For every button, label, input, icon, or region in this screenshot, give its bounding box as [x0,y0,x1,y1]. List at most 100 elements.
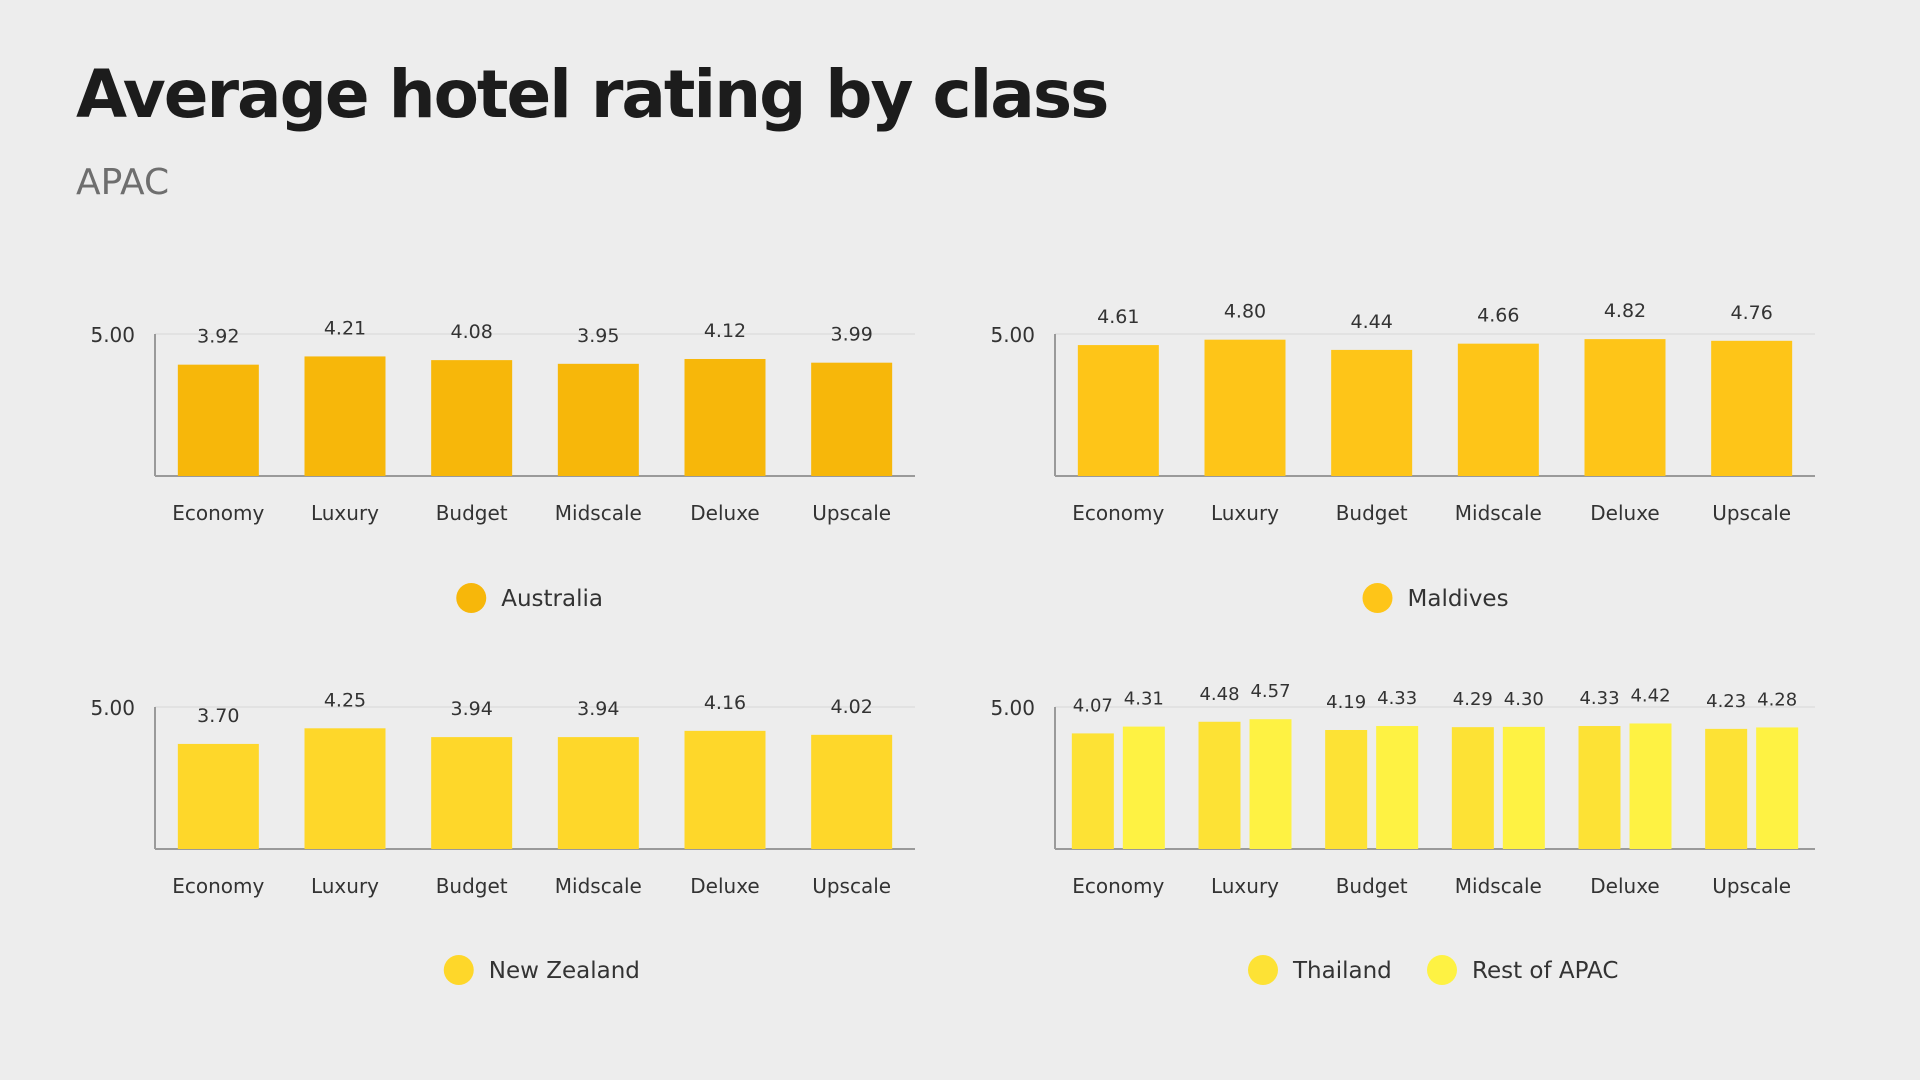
data-label: 4.25 [324,689,366,711]
x-tick-label: Deluxe [690,874,759,898]
data-label: 4.82 [1604,300,1646,322]
bar [1629,723,1672,849]
legend-swatch [443,955,474,985]
chart-3: 5.00 3.70 Economy 4.25 Luxury 3.94 Budget 3.94 M… [90,689,915,985]
x-tick-label: Economy [172,874,264,898]
x-tick-label: Upscale [1712,874,1791,898]
x-tick-label: Deluxe [1590,874,1659,898]
data-label: 4.76 [1731,302,1773,324]
legend: Maldives [1362,583,1509,613]
legend-label: Maldives [1408,586,1509,612]
chart-2: 5.00 4.61 Economy 4.80 Luxury 4.44 Budget 4.66 M… [990,300,1815,613]
chart-1: 5.00 3.92 Economy 4.21 Luxury 4.08 Budget 3.95 M… [90,317,915,613]
bar [1198,721,1241,849]
bar [431,360,513,476]
bar [431,737,513,849]
bar [1077,345,1159,476]
bar [1331,349,1413,476]
bar [1584,339,1666,476]
bar [1325,730,1368,849]
data-label: 3.94 [451,698,493,720]
legend: New Zealand [443,955,640,985]
legend-swatch [1427,955,1457,985]
bar [1204,339,1286,476]
bar [304,356,386,476]
x-tick-label: Budget [1336,874,1408,898]
x-tick-label: Luxury [1211,501,1279,525]
y-tick-label: 5.00 [990,323,1035,347]
bar [1249,719,1292,849]
data-label: 4.57 [1250,681,1290,702]
data-label: 4.28 [1757,689,1797,710]
x-tick-label: Upscale [1712,501,1791,525]
legend-swatch [1362,583,1393,613]
data-label: 3.94 [577,698,619,720]
x-tick-label: Deluxe [1590,501,1659,525]
legend-swatch [1248,955,1278,985]
bar [811,734,893,849]
bar [1457,343,1539,476]
y-tick-label: 5.00 [90,323,135,347]
data-label: 3.95 [577,325,619,347]
bar [1578,726,1621,849]
data-label: 4.61 [1097,306,1139,328]
bar [684,730,766,849]
data-label: 3.99 [831,324,873,346]
bar [684,358,766,476]
x-tick-label: Upscale [812,501,891,525]
page-subtitle: APAC [76,162,170,203]
x-tick-label: Luxury [311,501,379,525]
data-label: 4.80 [1224,301,1266,323]
x-tick-label: Upscale [812,874,891,898]
legend-label: New Zealand [489,958,640,984]
data-label: 4.12 [704,320,746,342]
bar [557,363,639,476]
bar [1122,726,1165,849]
bar [1376,726,1419,849]
x-tick-label: Economy [1072,874,1164,898]
data-label: 4.16 [704,692,746,714]
legend: Thailand Rest of APAC [1248,955,1618,985]
data-label: 4.21 [324,317,366,339]
x-tick-label: Deluxe [690,501,759,525]
x-tick-label: Midscale [1455,874,1542,898]
data-label: 4.42 [1630,685,1670,706]
data-label: 4.23 [1706,691,1746,712]
legend: Australia [456,583,603,613]
data-label: 4.33 [1579,688,1619,709]
x-tick-label: Economy [1072,501,1164,525]
legend-label: Australia [501,586,603,612]
x-tick-label: Midscale [555,874,642,898]
data-label: 4.02 [831,696,873,718]
data-label: 4.48 [1199,684,1239,705]
x-tick-label: Budget [436,501,508,525]
x-tick-label: Luxury [1211,874,1279,898]
data-label: 4.66 [1477,305,1519,327]
legend-label: Thailand [1292,958,1392,984]
x-tick-label: Midscale [1455,501,1542,525]
data-label: 3.70 [197,705,239,727]
legend-swatch [456,583,487,613]
x-tick-label: Budget [1336,501,1408,525]
legend-label: Rest of APAC [1472,958,1618,984]
bar [304,728,386,849]
bar [557,737,639,849]
bar [1711,340,1793,476]
bar [1071,733,1114,849]
data-label: 4.29 [1453,689,1493,710]
data-label: 4.44 [1351,311,1393,333]
bar [177,364,259,476]
data-label: 4.31 [1124,689,1164,710]
y-tick-label: 5.00 [990,696,1035,720]
y-tick-label: 5.00 [90,696,135,720]
chart-4: 5.00 4.07 4.31 Economy 4.48 4.57 Luxury 4.19 4.3… [990,681,1815,985]
data-label: 4.19 [1326,692,1366,713]
x-tick-label: Luxury [311,874,379,898]
data-label: 3.92 [197,326,239,348]
bar [177,743,259,849]
bar [1451,727,1494,849]
data-label: 4.07 [1073,695,1113,716]
bar [1502,726,1545,849]
data-label: 4.33 [1377,688,1417,709]
